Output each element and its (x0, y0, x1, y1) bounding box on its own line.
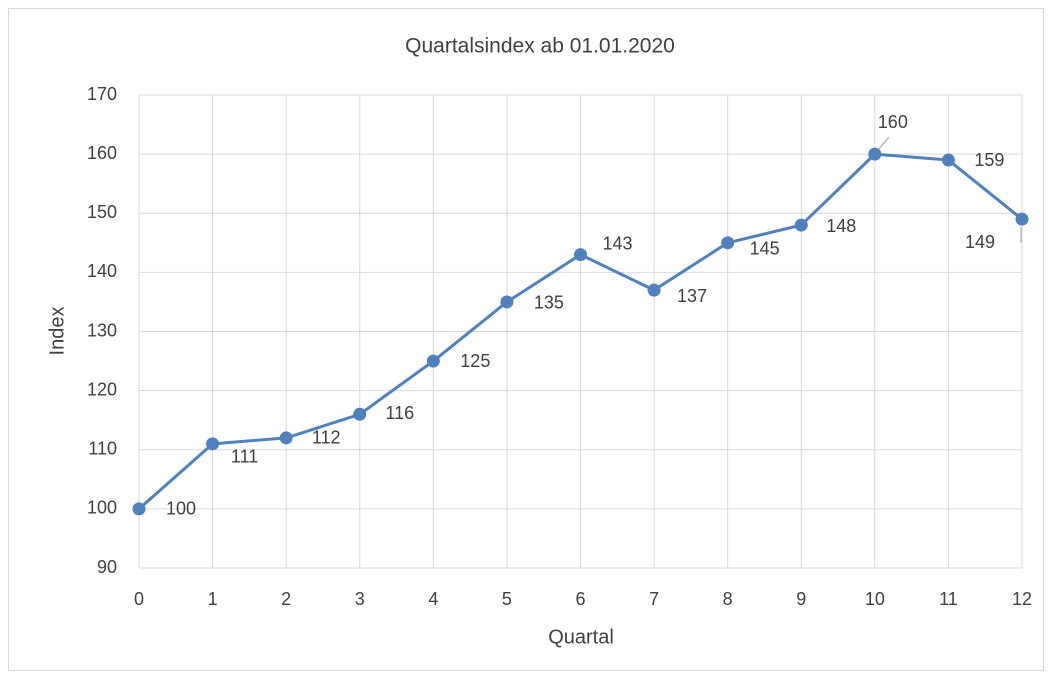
x-tick-label: 10 (865, 589, 885, 609)
x-tick-label: 9 (796, 589, 806, 609)
data-point (794, 218, 808, 232)
x-tick-label: 5 (502, 589, 512, 609)
data-label: 159 (974, 150, 1004, 170)
data-label: 148 (826, 216, 856, 236)
data-label: 116 (385, 403, 414, 423)
data-label: 112 (312, 428, 341, 448)
data-point (353, 407, 367, 421)
data-label: 143 (602, 233, 632, 253)
y-tick-label: 160 (87, 143, 117, 163)
leader-line (878, 136, 890, 150)
data-point (500, 295, 514, 309)
data-point (868, 147, 882, 161)
data-label: 160 (878, 112, 908, 132)
data-label: 145 (750, 239, 780, 259)
x-tick-label: 11 (939, 589, 958, 609)
chart-title: Quartalsindex ab 01.01.2020 (405, 35, 675, 58)
y-tick-label: 90 (97, 557, 117, 577)
data-point (941, 153, 955, 167)
y-tick-label: 170 (87, 84, 117, 104)
data-point (132, 502, 146, 516)
data-point (574, 248, 587, 262)
x-tick-label: 2 (281, 589, 291, 609)
y-axis-label: Index (46, 307, 68, 356)
data-label: 137 (677, 286, 707, 306)
data-point (206, 437, 220, 451)
x-tick-label: 8 (723, 589, 733, 609)
y-tick-label: 100 (87, 498, 117, 518)
data-point (1015, 212, 1029, 226)
data-label: 125 (460, 351, 490, 371)
y-tick-label: 110 (88, 439, 117, 459)
data-label: 111 (231, 447, 258, 467)
x-tick-label: 7 (649, 589, 659, 609)
y-tick-label: 120 (87, 379, 117, 399)
x-tick-label: 3 (355, 589, 365, 609)
chart-frame (8, 8, 1044, 671)
y-tick-label: 140 (87, 261, 117, 281)
y-tick-label: 150 (87, 202, 117, 222)
x-tick-label: 1 (208, 589, 218, 609)
x-tick-label: 4 (428, 589, 438, 609)
data-point (721, 236, 735, 250)
data-point (426, 354, 440, 368)
data-label: 100 (166, 499, 196, 519)
x-tick-label: 0 (134, 589, 144, 609)
data-label: 149 (965, 232, 995, 252)
x-tick-label: 6 (575, 589, 585, 609)
y-tick-label: 130 (87, 320, 117, 340)
data-point (647, 283, 661, 297)
x-axis-label: Quartal (548, 626, 614, 648)
x-tick-label: 12 (1012, 589, 1032, 609)
data-label: 135 (534, 293, 564, 313)
data-point (279, 431, 293, 445)
